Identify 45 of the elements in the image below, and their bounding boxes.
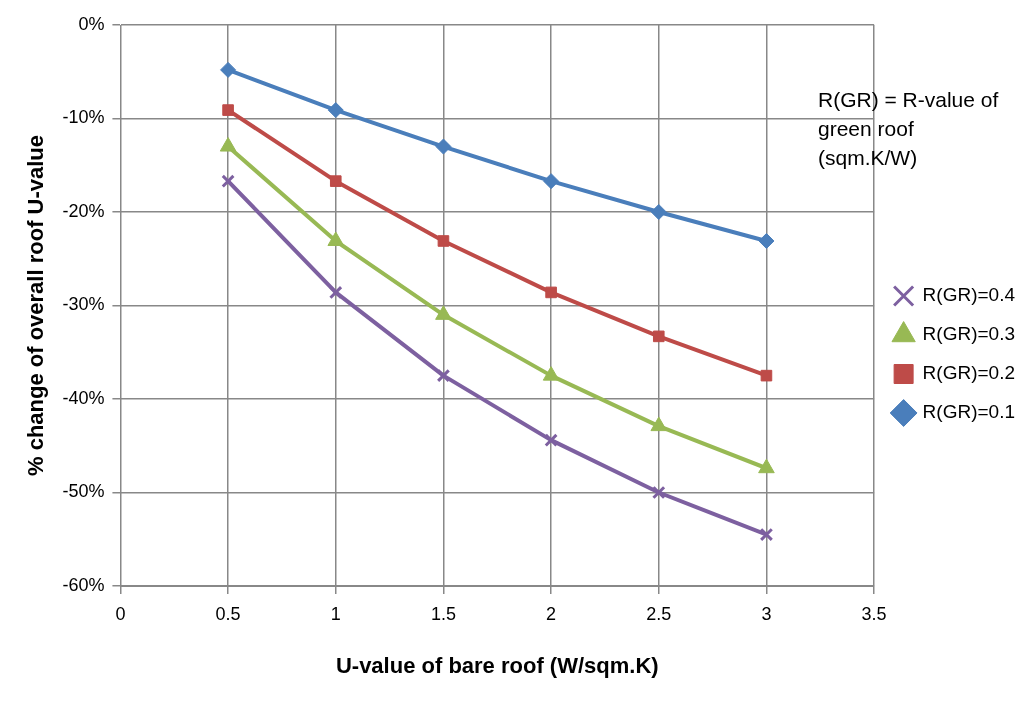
point: [760, 369, 773, 382]
point: [435, 138, 452, 155]
y-axis-title: % change of overall roof U-value: [23, 134, 49, 477]
point: [544, 433, 558, 447]
y-tick-label: -50%: [62, 481, 105, 502]
x-tick-label: 3.5: [861, 603, 887, 624]
legend-label: R(GR)=0.1: [922, 401, 1016, 423]
point: [435, 305, 452, 320]
point: [758, 232, 775, 249]
point: [329, 175, 342, 187]
point: [542, 366, 560, 381]
point: [222, 104, 234, 116]
y-tick-label: -10%: [62, 107, 105, 128]
y-tick-label: -60%: [62, 574, 105, 595]
x-tick-label: 0.5: [215, 603, 241, 624]
x-tick-label: 2.5: [646, 603, 672, 624]
x-tick-label: 1.5: [430, 603, 456, 624]
point: [650, 204, 667, 220]
point: [651, 485, 666, 500]
x-axis-title: U-value of bare roof (W/sqm.K): [335, 652, 659, 678]
point: [543, 173, 560, 190]
y-tick-label: 0%: [78, 13, 105, 34]
point: [327, 102, 344, 119]
point: [436, 368, 451, 383]
x-tick-label: 3: [761, 603, 772, 624]
point: [759, 527, 774, 542]
point: [650, 416, 668, 432]
point: [652, 330, 665, 343]
point: [328, 285, 343, 300]
legend-label: R(GR)=0.2: [922, 362, 1016, 384]
point: [221, 174, 235, 188]
x-tick-label: 1: [330, 603, 341, 624]
y-tick-label: -30%: [62, 294, 105, 315]
y-tick-label: -40%: [62, 387, 105, 408]
point: [758, 458, 775, 474]
legend-title: R(GR) = R-value of green roof (sqm.K/W): [818, 87, 1000, 171]
x-tick-label: 0: [115, 603, 126, 624]
x-tick-label: 2: [546, 603, 557, 624]
point: [219, 137, 237, 152]
legend-label: R(GR)=0.3: [922, 323, 1016, 345]
y-tick-label: -20%: [62, 200, 105, 221]
point: [545, 286, 557, 299]
point: [220, 61, 237, 78]
legend-label: R(GR)=0.4: [922, 284, 1016, 306]
point: [437, 235, 450, 247]
